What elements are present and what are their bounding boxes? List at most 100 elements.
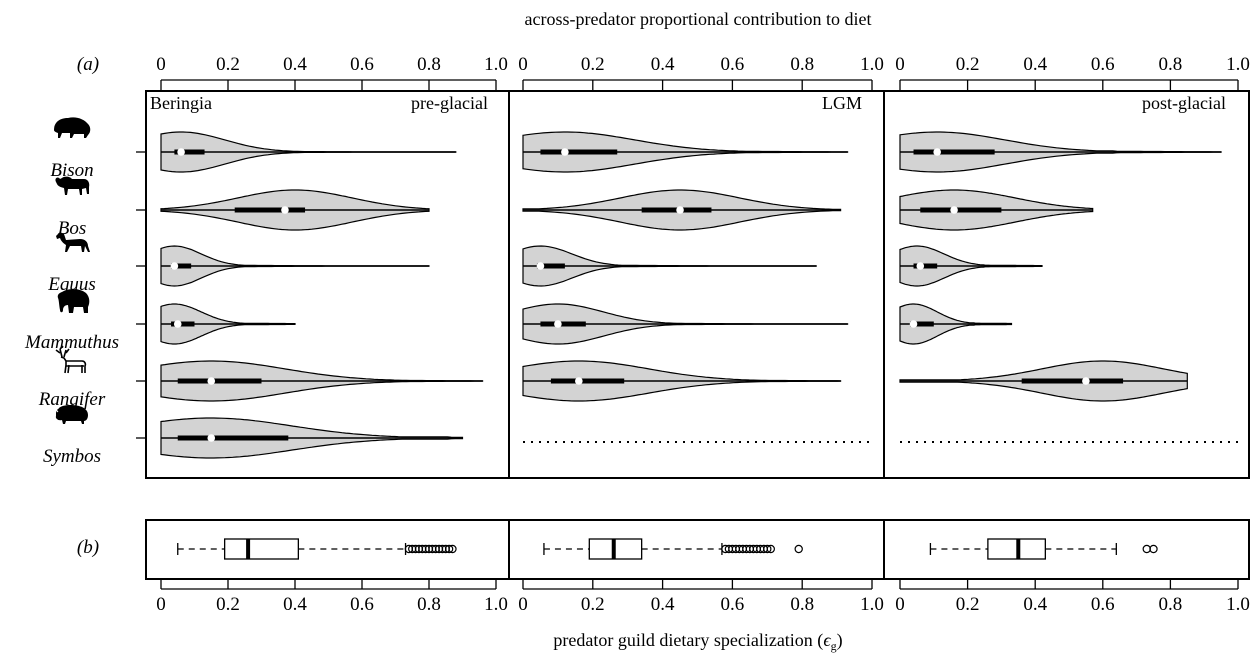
- species-label-symbos: Symbos: [43, 446, 101, 467]
- bottom-axis-tick-label: 0: [895, 594, 905, 615]
- top-axis-tick-label: 0.8: [790, 54, 814, 75]
- top-axis-tick-label: 0.6: [350, 54, 374, 75]
- box-outlier: [763, 544, 772, 554]
- box-plots: [177, 538, 1158, 560]
- top-axis-tick-label: 0.8: [417, 54, 441, 75]
- panel-b-frame: [145, 519, 1250, 580]
- bottom-axis-tick-label: 0.8: [1159, 594, 1183, 615]
- violin-median-dot: [575, 377, 583, 385]
- violin-rangifer: [522, 360, 842, 402]
- violin-median-dot: [561, 148, 569, 156]
- species-label-bison: Bison: [50, 160, 93, 181]
- box-outlier: [766, 544, 775, 554]
- top-axis-tick-label: 0: [518, 54, 528, 75]
- top-axis-tick-label: 0: [895, 54, 905, 75]
- bottom-axis-tick-label: 0.8: [790, 594, 814, 615]
- panel-b-border: [145, 519, 1250, 580]
- violin-rangifer: [160, 360, 484, 402]
- bottom-axis-tick-label: 0.4: [283, 594, 307, 615]
- bottom-axis-tick-label: 1.0: [484, 594, 508, 615]
- species-label-bos: Bos: [58, 218, 87, 239]
- violin-median-dot: [933, 148, 941, 156]
- violin-bison: [899, 131, 1222, 173]
- top-axis-tick-label: 0.2: [956, 54, 980, 75]
- violin-rangifer: [899, 360, 1188, 402]
- bottom-axis: 0 0.2 0.4 0.6 0.8 1.0 0 0.2 0.4 0.6 0.8 1.0 0 0.2 0.4 0…: [156, 579, 1250, 615]
- species-label-rangifer: Rangifer: [38, 389, 106, 410]
- violin-median-dot: [173, 320, 182, 328]
- violin-mammuthus: [160, 303, 296, 345]
- box-iqr: [223, 538, 299, 560]
- top-axis-tick-label: 1.0: [1226, 54, 1250, 75]
- violin-bos: [522, 189, 842, 231]
- violin-bison: [522, 131, 849, 173]
- top-axis: 0 0.2 0.4 0.6 0.8 1.0 0 0.2 0.4 0.6 0.8 1.0 0 0.2 0.4 0…: [156, 54, 1250, 91]
- violin-bos: [160, 189, 430, 231]
- region-label: Beringia: [150, 93, 212, 113]
- bottom-axis-label: predator guild dietary specialization (ϵ…: [553, 630, 842, 653]
- muskox-icon: [55, 404, 89, 425]
- species-label-equus: Equus: [47, 274, 96, 295]
- violin-equus: [160, 245, 430, 287]
- violin-bison: [160, 131, 457, 173]
- facet-label-post-glacial: post-glacial: [1142, 93, 1226, 113]
- violin-equus: [522, 245, 817, 287]
- violin-median-dot: [676, 206, 684, 214]
- top-axis-tick-label: 1.0: [484, 54, 508, 75]
- violin-mammuthus: [522, 303, 849, 345]
- aurochs-icon: [55, 176, 90, 195]
- bottom-axis-tick-label: 1.0: [860, 594, 884, 615]
- violin-symbos: [160, 417, 464, 459]
- top-axis-label: across-predator proportional contributio…: [525, 9, 872, 29]
- panel-b-label: (b): [77, 537, 99, 558]
- facet-label-pre-glacial: pre-glacial: [411, 93, 488, 113]
- top-axis-tick-label: 1.0: [860, 54, 884, 75]
- mammoth-icon: [57, 289, 90, 313]
- boxplot-lgm: [543, 538, 803, 560]
- bison-icon: [54, 117, 91, 138]
- boxplot-post-glacial: [929, 538, 1158, 560]
- violin-plots: [160, 131, 1238, 459]
- violin-median-dot: [207, 434, 216, 442]
- top-axis-tick-label: 0.6: [1091, 54, 1115, 75]
- box-outlier: [1142, 544, 1151, 554]
- top-axis-tick-label: 0.6: [721, 54, 745, 75]
- violin-median-dot: [281, 206, 289, 214]
- violin-median-dot: [207, 377, 216, 385]
- violin-median-dot: [554, 320, 562, 328]
- top-axis-tick-label: 0.4: [283, 54, 307, 75]
- box-outlier: [448, 544, 457, 554]
- bottom-axis-tick-label: 0.6: [721, 594, 745, 615]
- violin-equus: [899, 245, 1043, 287]
- top-axis-tick-label: 0.8: [1159, 54, 1183, 75]
- bottom-axis-tick-label: 0.4: [1023, 594, 1047, 615]
- bottom-axis-tick-label: 0.4: [651, 594, 675, 615]
- top-axis-tick-label: 0.2: [581, 54, 605, 75]
- bottom-axis-tick-label: 0.6: [1091, 594, 1115, 615]
- bottom-axis-tick-label: 1.0: [1226, 594, 1250, 615]
- violin-median-dot: [909, 320, 918, 328]
- top-axis-tick-label: 0: [156, 54, 166, 75]
- species-label-mammuthus: Mammuthus: [24, 332, 119, 353]
- box-outlier: [444, 544, 454, 554]
- box-outlier: [794, 544, 803, 554]
- bottom-axis-tick-label: 0.6: [350, 594, 374, 615]
- violin-median-dot: [177, 148, 185, 156]
- facet-label-lgm: LGM: [822, 93, 862, 113]
- violin-median-dot: [950, 206, 958, 214]
- bottom-axis-tick-label: 0: [518, 594, 528, 615]
- panel-a-frame: [145, 90, 1250, 479]
- bottom-axis-tick-label: 0.2: [581, 594, 605, 615]
- violin-median-dot: [916, 262, 925, 270]
- top-axis-tick-label: 0.4: [651, 54, 675, 75]
- box-outlier: [1149, 544, 1158, 554]
- top-axis-tick-label: 0.2: [216, 54, 240, 75]
- panel-a-border: [145, 90, 1250, 479]
- bottom-axis-tick-label: 0.8: [417, 594, 441, 615]
- violin-median-dot: [170, 262, 179, 270]
- bottom-axis-tick-label: 0.2: [216, 594, 240, 615]
- bottom-axis-tick-label: 0.2: [956, 594, 980, 615]
- boxplot-pre-glacial: [177, 538, 457, 560]
- violin-median-dot: [1082, 377, 1090, 385]
